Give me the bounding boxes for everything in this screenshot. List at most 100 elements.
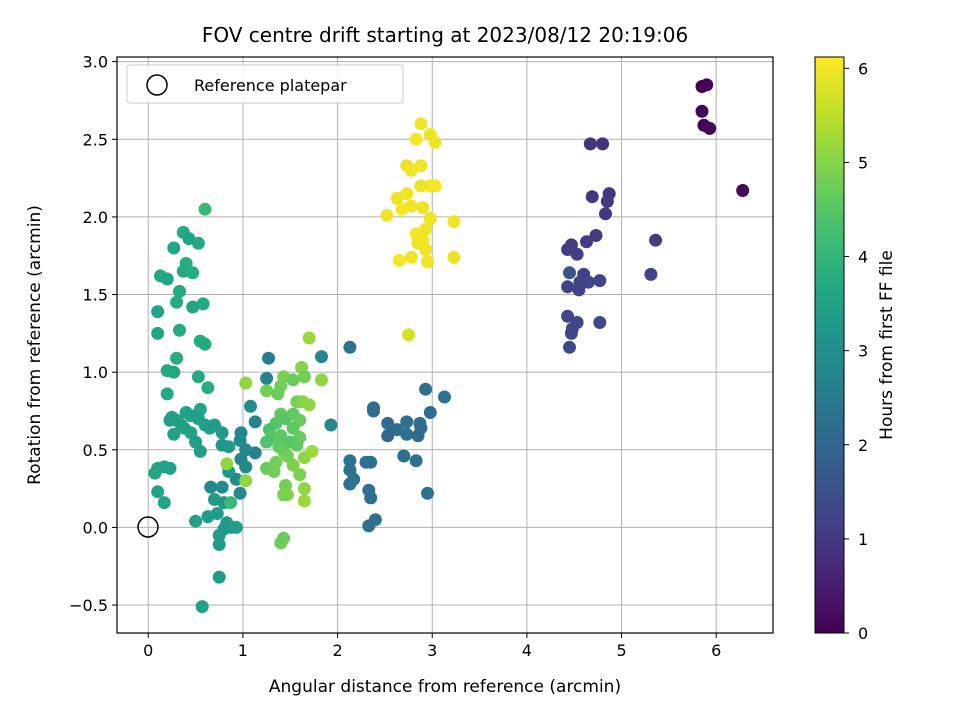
data-point <box>290 438 304 452</box>
data-point <box>280 449 294 463</box>
data-point <box>173 323 186 337</box>
data-point <box>239 460 253 474</box>
data-point <box>380 208 394 222</box>
data-point <box>581 275 595 289</box>
data-point <box>212 570 226 584</box>
data-point <box>404 250 418 264</box>
data-point <box>170 295 184 309</box>
data-point <box>570 247 584 261</box>
data-point <box>222 440 236 454</box>
data-point <box>414 179 428 193</box>
data-point <box>260 371 274 385</box>
data-point <box>160 272 174 286</box>
data-point <box>428 179 442 193</box>
y-tick-label: −0.5 <box>69 596 108 615</box>
data-point <box>186 300 200 314</box>
data-point <box>195 600 209 614</box>
legend-open-circle-icon <box>146 74 168 96</box>
data-point <box>564 326 578 340</box>
data-point <box>649 233 663 247</box>
colorbar-tick-label: 0 <box>858 624 868 643</box>
data-point <box>189 514 203 528</box>
data-point <box>196 297 210 311</box>
data-point <box>428 135 442 149</box>
colorbar-tick-label: 3 <box>858 342 868 361</box>
y-axis-label: Rotation from reference (arcmin) <box>25 205 45 485</box>
data-point <box>201 381 215 395</box>
data-point <box>563 340 576 354</box>
data-point <box>700 78 714 92</box>
data-point <box>148 466 162 480</box>
data-point <box>277 531 291 545</box>
y-tick-label: 2.5 <box>83 130 108 149</box>
data-point <box>215 426 229 440</box>
data-point <box>239 474 253 488</box>
data-point <box>364 455 378 469</box>
y-axis-ticks: −0.5 0.0 0.5 1.0 1.5 2.0 2.5 3.0 <box>69 53 117 615</box>
data-point <box>390 191 404 205</box>
data-point <box>392 253 406 267</box>
data-point <box>174 418 188 432</box>
data-point <box>274 429 288 443</box>
data-point <box>644 267 658 281</box>
data-point <box>262 351 275 365</box>
data-point <box>198 202 212 216</box>
data-point <box>416 201 430 215</box>
data-point <box>163 413 177 427</box>
data-point <box>297 370 311 384</box>
data-point <box>315 350 328 364</box>
data-point <box>193 444 207 458</box>
data-point <box>210 507 224 520</box>
data-point <box>409 454 423 468</box>
data-point <box>191 236 205 250</box>
data-point <box>343 454 357 468</box>
y-tick-label: 0.0 <box>83 518 108 537</box>
data-point <box>381 429 395 443</box>
data-point <box>248 415 262 429</box>
data-point <box>447 215 461 229</box>
data-point <box>593 316 607 329</box>
data-point <box>229 520 243 534</box>
data-points <box>148 78 750 614</box>
data-point <box>151 485 165 499</box>
data-point <box>215 480 229 494</box>
y-tick-label: 2.0 <box>83 208 108 227</box>
data-point <box>277 488 291 502</box>
colorbar-tick-label: 1 <box>858 530 868 549</box>
x-tick-label: 5 <box>616 641 626 660</box>
x-axis-label: Angular distance from reference (arcmin) <box>269 677 621 697</box>
data-point <box>248 446 262 460</box>
data-point <box>324 418 338 432</box>
data-point <box>160 387 174 401</box>
data-point <box>423 212 437 225</box>
data-point <box>305 444 319 458</box>
y-tick-label: 0.5 <box>83 441 108 460</box>
data-point <box>224 496 238 510</box>
data-point <box>438 390 451 404</box>
data-point <box>170 351 184 365</box>
data-point <box>260 384 274 398</box>
x-axis-ticks: 0 1 2 3 4 5 6 <box>143 633 721 660</box>
data-point <box>186 266 200 280</box>
data-point <box>233 486 247 500</box>
colorbar-tick-label: 4 <box>858 248 868 267</box>
data-point <box>293 468 307 482</box>
colorbar-label: Hours from first FF file <box>877 250 897 440</box>
data-point <box>414 421 428 435</box>
data-point <box>167 241 181 255</box>
data-point <box>585 190 599 204</box>
data-point <box>212 538 226 551</box>
data-point <box>600 194 614 208</box>
data-point <box>343 340 357 354</box>
data-point <box>167 365 181 379</box>
data-point <box>400 427 414 441</box>
data-point <box>593 274 607 288</box>
legend: Reference platepar <box>126 64 404 104</box>
data-point <box>561 280 575 294</box>
data-point <box>198 337 212 351</box>
data-point <box>395 202 409 216</box>
data-point <box>302 398 316 412</box>
data-point <box>315 373 328 387</box>
data-point <box>703 121 717 135</box>
y-tick-label: 1.0 <box>83 363 108 382</box>
